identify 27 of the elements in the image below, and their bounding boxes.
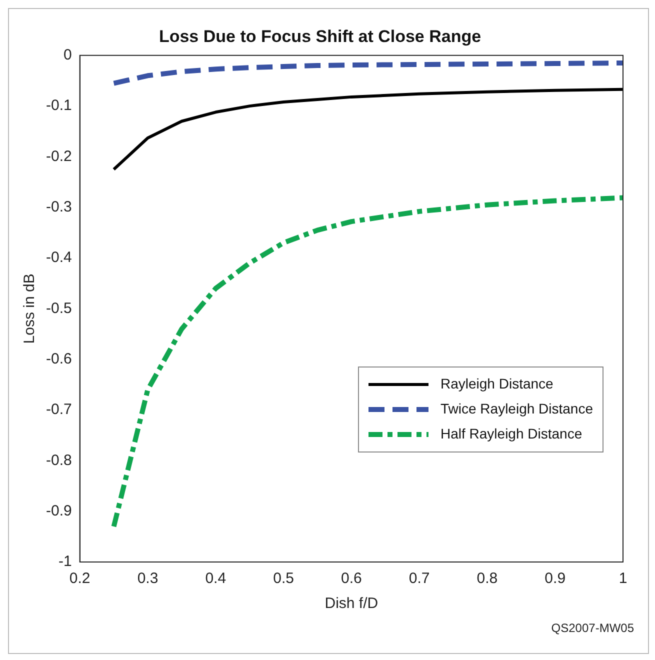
legend-label: Half Rayleigh Distance	[440, 425, 582, 442]
text: QS2007-MW05	[551, 621, 634, 635]
x-tick-label: 0.6	[340, 570, 362, 588]
y-tick-label: -0.4	[46, 249, 72, 266]
y-tick-label: -0.7	[46, 401, 72, 418]
x-tick-label: 0.9	[544, 570, 566, 588]
y-tick-label: -0.6	[46, 350, 72, 368]
y-axis-title: Loss in dB	[21, 274, 38, 344]
x-tick-label: 0.4	[205, 570, 226, 588]
x-tick-label: 0.5	[273, 570, 294, 588]
y-tick-label: -0.5	[46, 300, 72, 317]
y-tick-label: -0.9	[46, 502, 72, 520]
x-tick-label: 1	[618, 570, 628, 588]
x-axis-title: Dish f/D	[324, 595, 378, 612]
x-tick-label: 0.7	[408, 570, 430, 588]
y-tick-label: -0.2	[46, 148, 72, 165]
y-tick-label: 0	[64, 46, 72, 64]
x-tick-label: 0.2	[69, 570, 90, 588]
y-tick-label: -0.8	[46, 452, 72, 469]
x-tick-label: 0.3	[137, 570, 158, 588]
legend-label: Rayleigh Distance	[440, 375, 554, 392]
y-tick-label: -1	[58, 553, 72, 570]
y-tick-label: -0.3	[46, 198, 72, 216]
x-tick-label: 0.8	[476, 570, 498, 588]
y-tick-label: -0.1	[46, 97, 72, 114]
chart-title: Loss Due to Focus Shift at Close Range	[158, 26, 482, 46]
legend-label: Twice Rayleigh Distance	[440, 400, 594, 416]
